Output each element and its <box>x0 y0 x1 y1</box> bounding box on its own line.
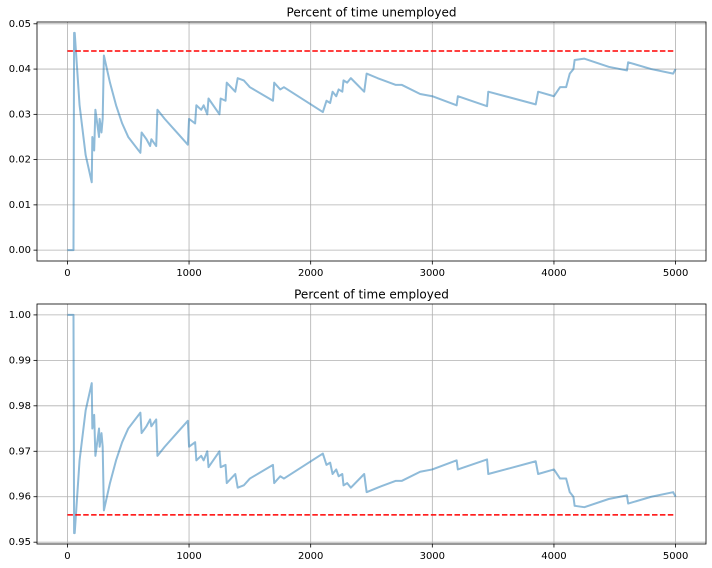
y-tick-label: 0.95 <box>9 537 31 548</box>
y-tick-label: 0.05 <box>9 19 31 30</box>
axes-frame <box>36 21 707 262</box>
x-tick-label: 2000 <box>298 268 323 279</box>
x-tick-label: 1000 <box>176 268 201 279</box>
y-tick-label: 0.98 <box>9 401 31 412</box>
x-tick-label: 4000 <box>541 268 566 279</box>
chart-title: Percent of time employed <box>294 288 449 302</box>
y-tick-label: 0.97 <box>9 446 31 457</box>
x-tick-label: 3000 <box>420 551 445 562</box>
y-tick-label: 0.02 <box>9 155 31 166</box>
x-tick-label: 5000 <box>663 551 688 562</box>
data-line <box>67 313 677 535</box>
data-line <box>67 31 677 252</box>
axes-frame <box>36 303 707 545</box>
x-tick-label: 0 <box>64 268 70 279</box>
x-tick-label: 3000 <box>420 268 445 279</box>
y-tick-label: 0.99 <box>9 355 31 366</box>
y-tick-label: 0.04 <box>9 64 31 75</box>
x-tick-label: 5000 <box>663 268 688 279</box>
x-tick-label: 4000 <box>541 551 566 562</box>
y-tick-label: 0.01 <box>9 200 31 211</box>
chart-title: Percent of time unemployed <box>287 6 457 20</box>
x-tick-label: 1000 <box>176 551 201 562</box>
y-tick-label: 0.03 <box>9 109 31 120</box>
y-tick-label: 1.00 <box>9 310 31 321</box>
x-tick-label: 2000 <box>298 551 323 562</box>
y-tick-label: 0.00 <box>9 245 31 256</box>
x-tick-label: 0 <box>64 551 70 562</box>
y-tick-label: 0.96 <box>9 492 31 503</box>
